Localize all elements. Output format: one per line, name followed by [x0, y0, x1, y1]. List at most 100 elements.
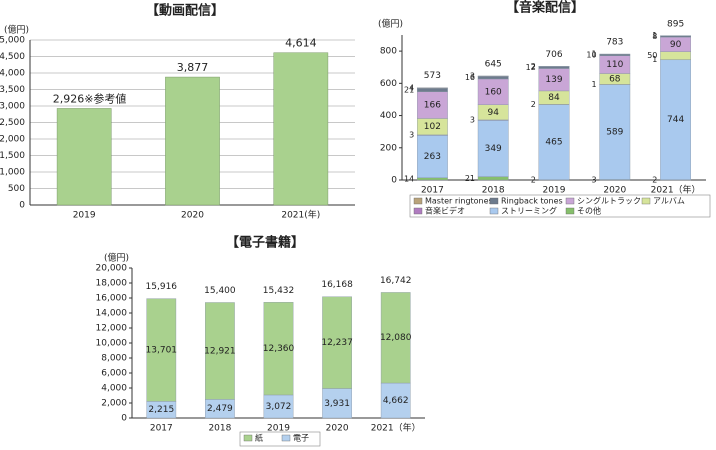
segment-label: 8 [652, 32, 657, 41]
segment-label: 21 [404, 86, 414, 95]
bar-segment [417, 177, 448, 181]
segment-label: 94 [487, 108, 499, 118]
legend-swatch [565, 207, 575, 215]
segment-label: 2 [531, 100, 536, 109]
bar-segment [322, 388, 352, 419]
x-tick-label: 2017 [421, 186, 444, 196]
total-label: 16,742 [380, 276, 412, 286]
legend-swatch [243, 434, 253, 442]
segment-label: 3 [409, 131, 414, 140]
segment-label: 589 [606, 128, 623, 138]
segment-label: 1 [652, 55, 657, 64]
legend-box [409, 194, 711, 218]
bar-segment [477, 176, 509, 181]
bar-segment [599, 53, 631, 56]
y-tick-label: 800 [380, 47, 397, 57]
bar-segment [263, 302, 294, 396]
y-tick-label: 0 [121, 414, 127, 424]
bar-segment [380, 382, 411, 419]
x-tick-label: 2021（年） [651, 184, 701, 196]
bar-segment [477, 76, 509, 80]
y-tick-label: 16,000 [96, 294, 128, 304]
legend-label: その他 [577, 206, 601, 216]
y-axis-label: (億円) [104, 252, 129, 264]
x-tick-label: 2020 [603, 186, 626, 196]
bar-segment [417, 87, 448, 89]
bar-segment [322, 296, 352, 389]
segment-label: 2 [531, 62, 536, 71]
x-tick-label: 2020 [181, 211, 204, 221]
y-tick-label: 3,000 [0, 102, 25, 112]
segment-label: 2 [652, 175, 657, 184]
legend-box [239, 431, 321, 447]
segment-label: 263 [424, 152, 441, 162]
segment-label: 84 [548, 93, 560, 103]
legend-label: Master ringtones [425, 197, 493, 206]
legend-swatch [489, 207, 499, 215]
y-tick-label: 12,000 [96, 324, 128, 334]
bar [165, 76, 220, 206]
y-tick-label: 4,500 [0, 52, 25, 62]
legend-swatch [489, 197, 499, 205]
y-tick-label: 8,000 [101, 354, 127, 364]
y-tick-label: 1,000 [0, 168, 25, 178]
x-tick-label: 2019 [267, 424, 290, 434]
legend-label: 紙 [255, 433, 263, 443]
segment-label: 4 [409, 84, 414, 93]
bar-segment [417, 91, 448, 119]
bar [273, 52, 329, 206]
y-tick-label: 5,000 [0, 36, 25, 46]
bar-segment [146, 298, 177, 402]
segment-label: 4,662 [383, 396, 409, 406]
total-label: 16,168 [321, 280, 353, 290]
segment-label: 349 [485, 144, 502, 154]
y-tick-label: 14,000 [96, 309, 128, 319]
segment-label: 2,215 [148, 405, 174, 415]
bar-segment [660, 59, 692, 180]
x-tick-label: 2018 [482, 186, 505, 196]
y-tick-label: 4,000 [101, 384, 127, 394]
y-tick-label: 0 [19, 201, 25, 211]
x-tick-label: 2017 [150, 424, 173, 434]
y-tick-label: 2,000 [0, 135, 25, 145]
y-tick-label: 0 [391, 176, 397, 186]
y-tick-label: 4,000 [0, 69, 25, 79]
bar-segment [538, 104, 570, 180]
segment-label: 50 [647, 51, 657, 60]
total-label: 15,400 [204, 286, 236, 296]
legend-label: シングルトラック [577, 196, 641, 206]
x-tick-label: 2019 [543, 186, 566, 196]
total-label: 573 [424, 71, 441, 81]
total-label: 645 [485, 60, 502, 70]
y-tick-label: 200 [380, 143, 397, 153]
legend-swatch [413, 197, 423, 205]
legend-label: アルバム [653, 197, 685, 206]
bar-segment [538, 66, 570, 69]
segment-label: 1 [592, 50, 597, 59]
y-tick-label: 18,000 [96, 279, 128, 289]
segment-label: 1 [652, 31, 657, 40]
value-label: 3,877 [177, 61, 209, 74]
segment-label: 139 [545, 75, 562, 85]
segment-label: 3 [592, 175, 597, 184]
bar-segment [477, 120, 509, 177]
segment-label: 2 [531, 175, 536, 184]
legend-label: 電子 [293, 434, 309, 443]
y-tick-label: 3,500 [0, 85, 25, 95]
bar-segment [477, 78, 509, 105]
x-tick-label: 2021（年） [371, 422, 421, 434]
x-tick-label: 2018 [208, 424, 231, 434]
segment-label: 12,921 [204, 346, 236, 356]
y-tick-label: 400 [380, 111, 397, 121]
y-axis-label: (億円) [4, 24, 29, 36]
y-axis-label: (億円) [378, 18, 403, 30]
segment-label: 3,072 [266, 402, 292, 412]
segment-label: 160 [485, 87, 502, 97]
legend-swatch [565, 197, 575, 205]
bar-segment [417, 88, 448, 92]
legend-label: ストリーミング [501, 206, 557, 216]
x-tick-label: 2020 [326, 424, 349, 434]
bar-segment [205, 302, 235, 400]
y-tick-label: 500 [8, 184, 25, 194]
